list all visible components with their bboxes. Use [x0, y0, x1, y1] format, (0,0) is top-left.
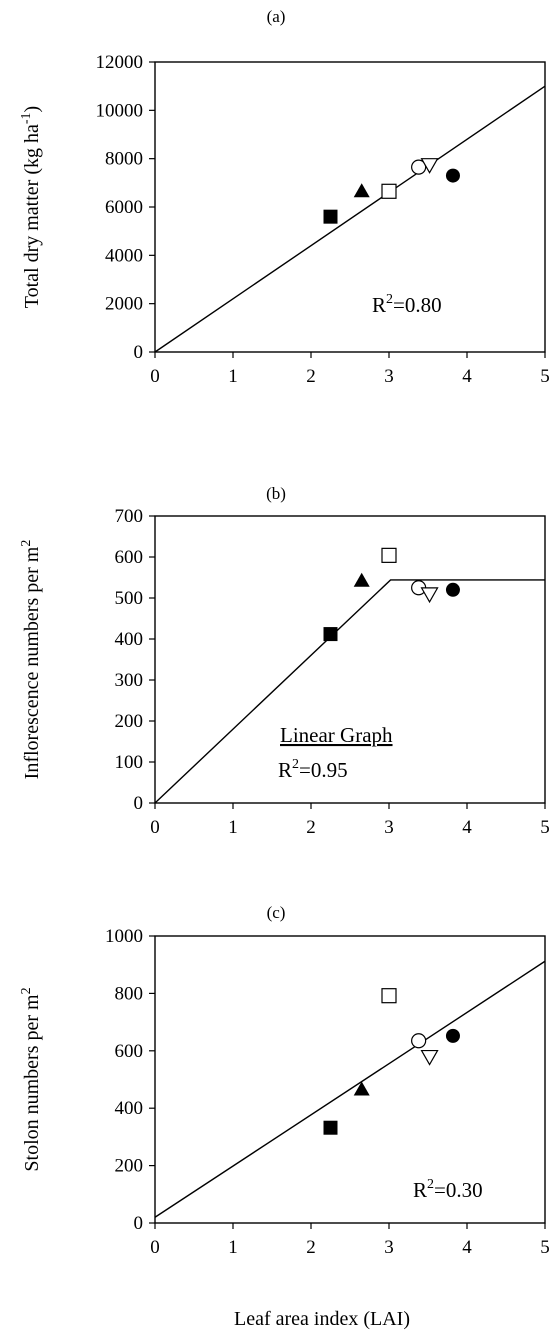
chart-1-y-axis-title: Total dry matter (kg ha-1) — [19, 106, 43, 308]
chart-2-y-tick-label: 700 — [115, 506, 144, 527]
chart-1-y-tick-label: 2000 — [105, 294, 143, 315]
chart-2-y-tick-label: 100 — [115, 752, 144, 773]
chart-3-x-tick-label: 0 — [150, 1237, 160, 1258]
chart-3-x-tick-label: 3 — [384, 1237, 394, 1258]
chart-1-y-tick-label: 12000 — [96, 52, 144, 73]
chart-2-x-tick-label: 4 — [462, 817, 472, 838]
chart-3-y-tick-label: 600 — [115, 1041, 144, 1062]
chart-2-panel-label: (b) — [266, 484, 286, 503]
chart-3-point-filled-square — [323, 1120, 338, 1135]
chart-2-y-tick-label: 600 — [115, 547, 144, 568]
chart-1-point-open-circle — [411, 159, 427, 175]
chart-3-point-open-triangle-down — [420, 1049, 439, 1066]
chart-1-y-tick-label: 10000 — [96, 100, 144, 121]
chart-2-point-open-triangle-down — [420, 587, 439, 604]
chart-1-panel-label: (a) — [267, 7, 286, 26]
chart-3-panel-label: (c) — [267, 903, 286, 922]
chart-1-plot-frame — [154, 61, 546, 353]
chart-3-point-open-circle — [411, 1033, 427, 1049]
chart-2-point-open-square — [381, 547, 397, 563]
chart-2-fit-line — [154, 579, 545, 804]
chart-3-fit-line — [154, 960, 546, 1218]
chart-1-x-tick-label: 2 — [306, 366, 316, 387]
chart-2-x-tick-label: 0 — [150, 817, 160, 838]
chart-1-point-filled-triangle — [353, 183, 370, 198]
chart-1-y-tick-label: 0 — [134, 342, 144, 363]
chart-1-x-tick-label: 3 — [384, 366, 394, 387]
chart-2-plot-frame — [154, 515, 546, 804]
chart-3-point-filled-triangle — [353, 1081, 370, 1096]
chart-1-point-filled-square — [323, 209, 338, 224]
chart-3-x-tick-label: 4 — [462, 1237, 472, 1258]
chart-3-plot-frame — [154, 935, 546, 1224]
chart-2-y-tick-label: 400 — [115, 629, 144, 650]
chart-1-x-tick-label: 5 — [540, 366, 550, 387]
chart-2-point-filled-triangle — [353, 572, 370, 587]
chart-3-point-open-square — [381, 988, 397, 1004]
chart-3-r2-annotation: R2=0.30 — [413, 1177, 483, 1202]
chart-3-y-tick-label: 0 — [134, 1213, 144, 1234]
chart-2-x-tick-label: 5 — [540, 817, 550, 838]
chart-2: (b) 0 100 200 300 400 500 600 700 0 1 2 3 4 5 Infloresc… — [19, 484, 550, 838]
chart-2-y-tick-label: 500 — [115, 588, 144, 609]
chart-2-r2-annotation: R2=0.95 — [278, 757, 348, 782]
chart-3-y-tick-label: 800 — [115, 983, 144, 1004]
chart-1-y-tick-label: 4000 — [105, 245, 143, 266]
chart-3: (c) 0 200 400 600 800 1000 0 1 2 3 4 5 Stolon numbers… — [19, 903, 550, 1330]
chart-3-x-tick-label: 5 — [540, 1237, 550, 1258]
chart-1-fit-line — [154, 85, 546, 353]
chart-3-point-filled-circle — [445, 1028, 460, 1043]
chart-3-y-tick-label: 200 — [115, 1156, 144, 1177]
chart-2-caption: Linear Graph — [280, 723, 393, 747]
chart-1-x-tick-label: 1 — [228, 366, 238, 387]
chart-2-x-tick-label: 2 — [306, 817, 316, 838]
chart-2-y-tick-label: 200 — [115, 711, 144, 732]
chart-3-x-tick-label: 2 — [306, 1237, 316, 1258]
chart-1-y-tick-label: 6000 — [105, 197, 143, 218]
chart-2-y-axis-title: Inflorescence numbers per m2 — [19, 540, 43, 780]
chart-1-r2-annotation: R2=0.80 — [372, 292, 442, 317]
chart-1-point-filled-circle — [445, 168, 460, 183]
chart-2-point-filled-square — [323, 627, 338, 642]
chart-2-point-filled-circle — [445, 582, 460, 597]
chart-3-y-tick-label: 400 — [115, 1098, 144, 1119]
chart-2-y-tick-label: 0 — [134, 793, 144, 814]
chart-2-x-tick-label: 1 — [228, 817, 238, 838]
chart-1-point-open-square — [381, 183, 397, 199]
chart-2-y-tick-label: 300 — [115, 670, 144, 691]
chart-2-x-tick-label: 3 — [384, 817, 394, 838]
chart-3-x-axis-title: Leaf area index (LAI) — [234, 1308, 410, 1330]
chart-1-x-tick-label: 4 — [462, 366, 472, 387]
chart-3-y-tick-label: 1000 — [105, 926, 143, 947]
chart-1-y-tick-label: 8000 — [105, 149, 143, 170]
chart-3-y-axis-title: Stolon numbers per m2 — [19, 987, 43, 1171]
chart-3-x-tick-label: 1 — [228, 1237, 238, 1258]
chart-1-x-tick-label: 0 — [150, 366, 160, 387]
chart-1: (a) 0 2000 4000 6000 8000 10000 12000 0 1 2 3 4 5 Tota… — [19, 7, 550, 387]
chart-1-point-open-triangle-down — [420, 158, 439, 174]
